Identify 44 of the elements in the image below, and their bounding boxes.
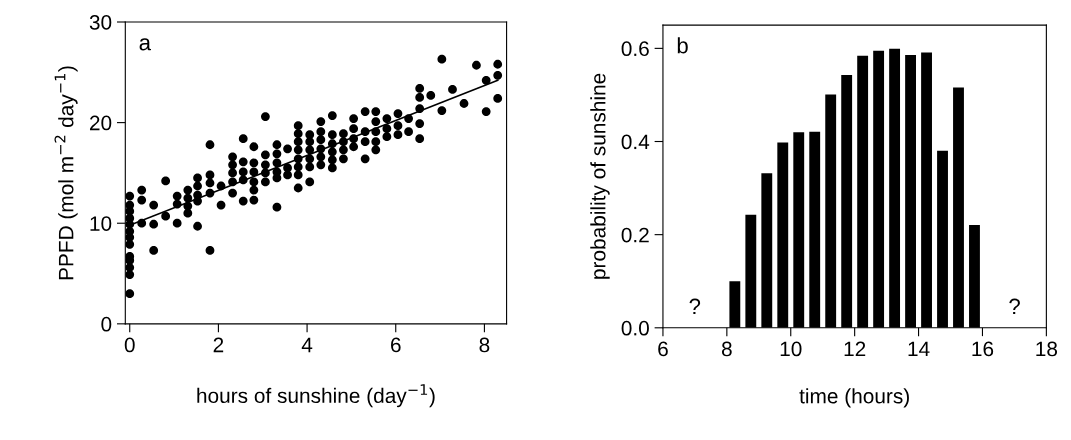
x-tick-label: 2 [213, 337, 224, 353]
x-tick-label: 0 [124, 337, 135, 353]
y-axis-title: PPFD (mol m$^{−2}$ day$^{−1}$) [54, 66, 78, 280]
y-tick-label: 0.0 [621, 320, 649, 336]
x-tick-label: 18 [1036, 341, 1058, 357]
y-tick-label: 10 [90, 216, 112, 231]
x-tick-label: 12 [844, 341, 866, 357]
x-tick-label: 10 [780, 341, 802, 357]
y-tick-label: 0.6 [621, 41, 649, 57]
y-axis-title: probability of sunshine [590, 73, 610, 279]
x-axis-title: hours of sunshine (day$^{−1}$) [197, 384, 435, 408]
chart-title: b [677, 37, 688, 54]
x-tick-label: 8 [479, 337, 490, 353]
bar [841, 74, 853, 328]
x-tick-label: 16 [972, 341, 994, 357]
annotation: ? [1009, 298, 1020, 315]
x-tick-label: 14 [908, 341, 930, 357]
bar [857, 55, 869, 328]
x-tick-label: 8 [721, 341, 732, 357]
bar [873, 50, 885, 328]
bar [809, 131, 821, 328]
annotation: ? [689, 298, 701, 315]
bar [889, 48, 901, 328]
text: a [139, 38, 152, 51]
bar [921, 52, 932, 328]
y-tick-label: 20 [89, 115, 112, 131]
x-tick-label: 6 [658, 341, 668, 357]
bar [777, 142, 789, 328]
x-tick-label: 4 [301, 337, 313, 353]
y-tick-label: 0 [101, 316, 112, 332]
x-axis-title: time (hours) [799, 388, 909, 408]
bar [825, 94, 837, 328]
y-tick-label: 0.2 [621, 227, 649, 243]
bar [969, 224, 980, 328]
bar [745, 214, 757, 328]
bar [905, 54, 916, 328]
bar [953, 87, 964, 328]
bar [937, 150, 948, 328]
bar [729, 281, 741, 328]
y-tick-label: 0.4 [621, 134, 650, 150]
bar [793, 132, 805, 328]
x-tick-label: 6 [391, 337, 401, 353]
y-tick-label: 30 [89, 15, 112, 30]
bar [761, 173, 773, 328]
